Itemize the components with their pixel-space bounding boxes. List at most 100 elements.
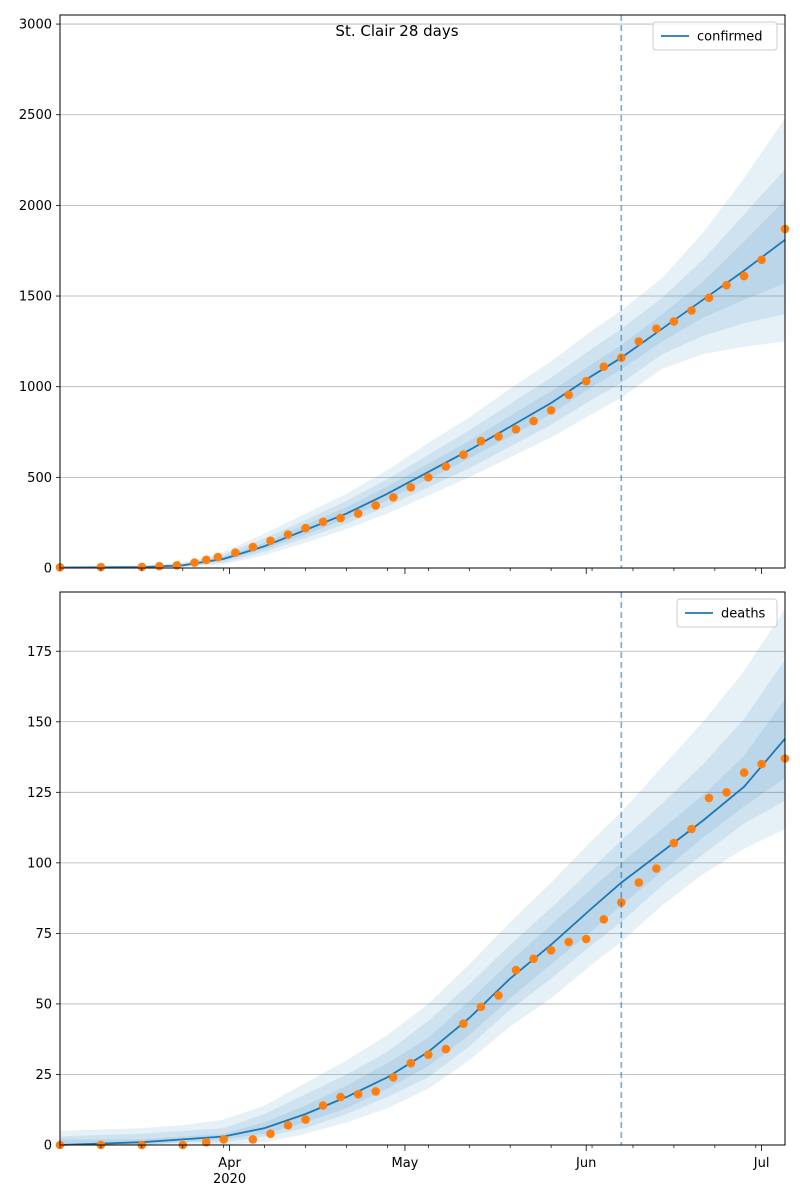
plot-area bbox=[60, 592, 785, 1145]
legend: confirmed bbox=[652, 21, 778, 51]
observed-point bbox=[213, 552, 223, 562]
uncertainty-band bbox=[60, 659, 785, 1145]
y-tick-label: 1000 bbox=[19, 380, 52, 395]
x-tick-label: May bbox=[392, 1156, 419, 1171]
observed-point bbox=[476, 436, 486, 446]
observed-point bbox=[529, 416, 538, 426]
observed-point bbox=[581, 376, 591, 386]
y-tick-label: 500 bbox=[27, 471, 52, 486]
observed-point bbox=[190, 558, 199, 567]
observed-point bbox=[494, 432, 503, 441]
observed-point bbox=[441, 1044, 451, 1054]
observed-point bbox=[371, 1087, 381, 1096]
observed-point bbox=[652, 324, 661, 334]
observed-point bbox=[669, 317, 679, 326]
observed-point bbox=[283, 1121, 293, 1130]
observed-point bbox=[476, 1002, 486, 1012]
observed-point bbox=[459, 450, 468, 460]
x-tick-sublabel: 2020 bbox=[213, 1172, 246, 1187]
y-tick-label: 100 bbox=[27, 856, 52, 871]
observed-point bbox=[155, 561, 164, 571]
observed-point bbox=[406, 1058, 416, 1068]
observed-point bbox=[406, 483, 416, 492]
y-tick-label: 0 bbox=[44, 562, 52, 577]
observed-point bbox=[599, 362, 609, 372]
observed-point bbox=[336, 513, 345, 523]
observed-point bbox=[283, 530, 293, 539]
observed-point bbox=[219, 1135, 228, 1144]
observed-point bbox=[353, 1089, 363, 1099]
observed-point bbox=[441, 462, 451, 471]
observed-point bbox=[424, 473, 433, 482]
observed-point bbox=[546, 946, 556, 955]
observed-point bbox=[722, 788, 731, 797]
y-tick-label: 2500 bbox=[19, 108, 52, 123]
y-tick-label: 125 bbox=[27, 786, 52, 801]
y-tick-label: 150 bbox=[27, 715, 52, 730]
observed-point bbox=[599, 915, 609, 924]
uncertainty-band bbox=[60, 608, 785, 1145]
observed-point bbox=[389, 1073, 398, 1082]
observed-point bbox=[652, 864, 661, 873]
legend-box bbox=[652, 21, 778, 51]
chart-title: St. Clair 28 days bbox=[335, 22, 458, 40]
y-tick-label: 75 bbox=[35, 927, 52, 942]
observed-point bbox=[511, 425, 521, 434]
y-tick-label: 1500 bbox=[19, 290, 52, 305]
observed-point bbox=[96, 562, 106, 572]
observed-point bbox=[248, 1135, 258, 1144]
observed-point bbox=[757, 759, 766, 769]
observed-point bbox=[581, 934, 591, 944]
confirmed-panel: 0 500 1000 1500 2000 2500 3000 confirmed bbox=[19, 14, 790, 577]
x-tick-label: Jul bbox=[753, 1156, 770, 1171]
observed-point bbox=[459, 1019, 468, 1028]
legend-box bbox=[676, 598, 778, 628]
observed-point bbox=[529, 954, 538, 964]
observed-point bbox=[301, 1115, 310, 1124]
observed-point bbox=[336, 1092, 345, 1102]
observed-point bbox=[634, 337, 644, 346]
observed-point bbox=[137, 562, 147, 572]
observed-point bbox=[546, 406, 556, 415]
legend-label: confirmed bbox=[697, 30, 763, 45]
observed-point bbox=[353, 509, 363, 518]
y-tick-label: 25 bbox=[35, 1068, 52, 1083]
model-line bbox=[59, 738, 786, 1146]
observed-point bbox=[687, 306, 696, 315]
observed-point bbox=[318, 517, 328, 527]
observed-point bbox=[248, 542, 258, 552]
uncertainty-band bbox=[60, 169, 785, 568]
y-tick-label: 50 bbox=[35, 997, 52, 1012]
observed-point bbox=[564, 390, 573, 400]
x-tick-label: Jun bbox=[575, 1156, 596, 1171]
observed-point bbox=[201, 1137, 211, 1147]
y-tick-label: 175 bbox=[27, 645, 52, 660]
observed-point bbox=[371, 501, 381, 510]
observed-point bbox=[669, 838, 679, 848]
observed-point bbox=[201, 555, 211, 565]
observed-point bbox=[494, 991, 503, 1000]
legend-label: deaths bbox=[721, 607, 766, 622]
observed-point bbox=[757, 255, 766, 265]
observed-point bbox=[231, 548, 240, 557]
observed-point bbox=[704, 293, 714, 303]
y-tick-label: 0 bbox=[44, 1139, 52, 1154]
observed-point bbox=[172, 561, 182, 570]
observed-point bbox=[564, 937, 573, 947]
observed-point bbox=[739, 768, 749, 777]
observed-point bbox=[687, 824, 696, 834]
axes-frame bbox=[59, 591, 786, 1146]
axes-frame bbox=[59, 14, 786, 569]
observed-point bbox=[301, 523, 310, 533]
observed-point bbox=[266, 536, 275, 546]
observed-point bbox=[511, 965, 521, 975]
y-tick-label: 2000 bbox=[19, 199, 52, 214]
observed-point bbox=[704, 793, 714, 803]
y-tick-label: 3000 bbox=[19, 18, 52, 33]
observed-point bbox=[739, 271, 749, 281]
observed-point bbox=[318, 1101, 328, 1110]
observed-point bbox=[722, 280, 731, 290]
legend: deaths bbox=[676, 598, 778, 628]
